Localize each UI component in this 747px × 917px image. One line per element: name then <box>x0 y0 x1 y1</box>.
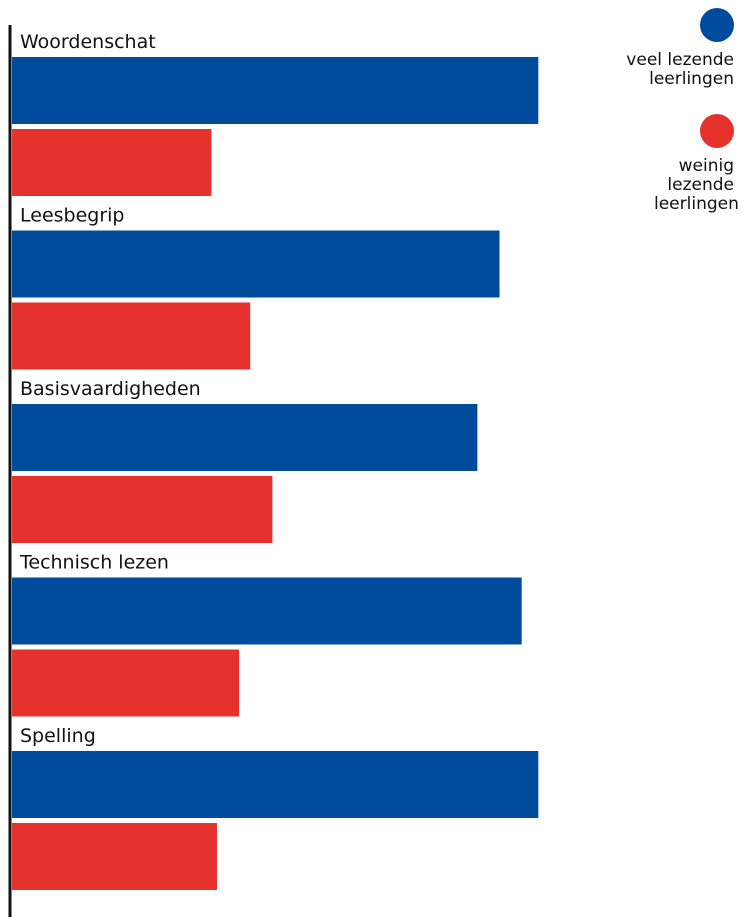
legend-dot-red <box>700 114 734 148</box>
bar-veel-4 <box>12 751 539 818</box>
category-label-3: Technisch lezen <box>19 552 169 574</box>
legend-label-veel: veel lezende leerlingen <box>626 50 734 89</box>
bars-group <box>12 57 539 890</box>
bar-veel-3 <box>12 577 522 645</box>
legend-item-weinig: weinig lezende leerlingen <box>534 114 739 214</box>
category-labels-group: Woordenschat Leesbegrip Basisvaardigheden T… <box>19 31 201 747</box>
legend-label-weinig: weinig lezende leerlingen <box>654 156 739 214</box>
category-label-2: Basisvaardigheden <box>20 378 201 400</box>
bar-veel-2 <box>12 404 478 471</box>
category-label-0: Woordenschat <box>20 31 156 53</box>
legend-item-veel: veel lezende leerlingen <box>534 8 734 89</box>
bar-weinig-0 <box>12 129 212 196</box>
bar-veel-1 <box>12 230 500 298</box>
bar-veel-0 <box>12 57 539 124</box>
bar-weinig-2 <box>12 476 273 543</box>
legend-dot-blue <box>700 8 734 42</box>
bar-weinig-3 <box>12 649 240 717</box>
bar-weinig-4 <box>12 823 217 890</box>
bar-weinig-1 <box>12 302 251 370</box>
category-label-1: Leesbegrip <box>20 205 125 227</box>
category-label-4: Spelling <box>20 725 96 747</box>
